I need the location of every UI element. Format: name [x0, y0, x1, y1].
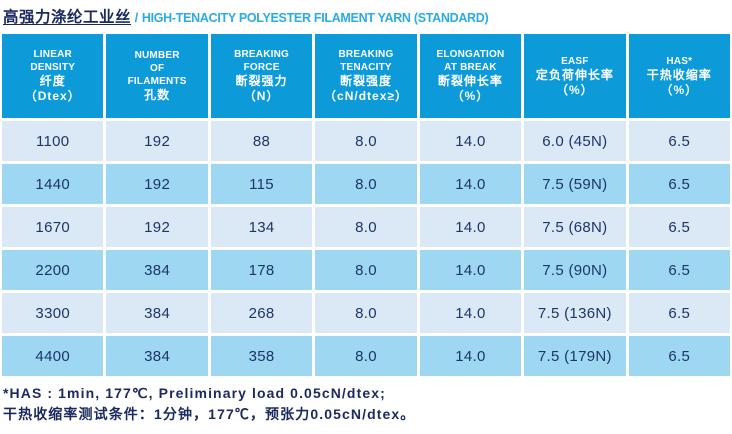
footnotes: *HAS : 1min, 177℃, Preliminary load 0.05… [0, 376, 732, 425]
table-cell: 7.5 (90N) [524, 250, 626, 290]
header-line: （Dtex） [24, 89, 81, 103]
table-header-cell: ELONGATION AT BREAK 断裂伸长率 （%） [419, 34, 522, 118]
header-line: BREAKING [338, 49, 394, 60]
header-line: TENACITY [340, 62, 392, 73]
table-cell: 8.0 [315, 164, 417, 204]
table-cell: 14.0 [419, 164, 522, 204]
footnote-chinese: 干热收缩率测试条件：1分钟，177℃，预张力0.05cN/dtex。 [3, 406, 416, 422]
table-cell: 268 [210, 293, 313, 333]
header-line: （cN/dtex≥） [324, 89, 408, 103]
table-header-cell: BREAKING TENACITY 断裂强度 （cN/dtex≥） [315, 34, 417, 118]
header-line: BREAKING [234, 49, 290, 60]
table-cell: 6.5 [628, 121, 730, 161]
table-cell: 115 [210, 164, 313, 204]
table-cell: 1440 [2, 164, 104, 204]
header-line: LINEAR [33, 49, 72, 60]
table-header-cell: NUMBER OF FILAMENTS 孔数 [106, 34, 208, 118]
table-cell: 8.0 [315, 207, 417, 247]
page-title-chinese: 高强力涤纶工业丝 [3, 9, 132, 26]
table-cell: 384 [106, 293, 208, 333]
header-line: （N） [243, 89, 280, 103]
header-line: FORCE [243, 62, 280, 73]
table-cell: 178 [210, 250, 313, 290]
header-line: 纤度 [39, 74, 66, 88]
header-line: 断裂强度 [339, 74, 392, 88]
table-cell: 384 [106, 250, 208, 290]
table-header-cell: LINEAR DENSITY 纤度 （Dtex） [2, 34, 104, 118]
footnote-english: *HAS : 1min, 177℃, Preliminary load 0.05… [3, 385, 386, 401]
table-cell: 14.0 [419, 250, 522, 290]
header-line: AT BREAK [444, 62, 497, 73]
table-cell: 6.5 [628, 336, 730, 376]
header-line: DENSITY [30, 62, 76, 73]
table-cell: 8.0 [315, 336, 417, 376]
header-line: OF [149, 63, 165, 74]
header-line: 定负荷伸长率 [535, 67, 614, 82]
header-line: （%） [451, 89, 490, 103]
header-line: EASF [561, 55, 589, 67]
table-cell: 192 [106, 164, 208, 204]
table-cell: 8.0 [315, 293, 417, 333]
header-line: FILAMENTS [127, 76, 187, 87]
header-line: （%） [660, 82, 699, 97]
spec-table: LINEAR DENSITY 纤度 （Dtex） NUMBER OF FILAMENTS 孔数… [2, 34, 730, 376]
table-header-cell: HAS* 干热收缩率 （%） [628, 34, 730, 118]
table-cell: 7.5 (68N) [524, 207, 626, 247]
table-header-cell: BREAKING FORCE 断裂强力 （N） [210, 34, 313, 118]
page-title-english: HIGH-TENACITY POLYESTER FILAMENT YARN (S… [141, 11, 489, 25]
table-cell: 14.0 [419, 207, 522, 247]
table-cell: 358 [210, 336, 313, 376]
page-title-separator: / [131, 10, 142, 25]
table-cell: 6.5 [628, 207, 730, 247]
table-cell: 384 [106, 336, 208, 376]
table-cell: 14.0 [419, 121, 522, 161]
header-line: 断裂强力 [235, 74, 288, 88]
table-cell: 1670 [2, 207, 104, 247]
table-cell: 3300 [2, 293, 104, 333]
table-cell: 192 [106, 207, 208, 247]
header-line: （%） [556, 82, 594, 97]
table-cell: 6.5 [628, 250, 730, 290]
header-line: 断裂伸长率 [437, 74, 503, 88]
table-cell: 6.0 (45N) [524, 121, 626, 161]
table-cell: 192 [106, 121, 208, 161]
table-cell: 134 [210, 207, 313, 247]
table-cell: 7.5 (179N) [524, 336, 626, 376]
header-line: 干热收缩率 [646, 67, 712, 82]
table-cell: 14.0 [419, 293, 522, 333]
table-cell: 8.0 [315, 121, 417, 161]
table-cell: 6.5 [628, 164, 730, 204]
table-cell: 14.0 [419, 336, 522, 376]
table-cell: 8.0 [315, 250, 417, 290]
page-title: 高强力涤纶工业丝 / HIGH-TENACITY POLYESTER FILAM… [0, 0, 732, 33]
table-cell: 88 [210, 121, 313, 161]
table-cell: 6.5 [628, 293, 730, 333]
header-line: ELONGATION [436, 49, 505, 60]
header-line: HAS* [666, 55, 693, 67]
table-cell: 1100 [2, 121, 104, 161]
header-line: NUMBER [134, 50, 180, 61]
table-cell: 7.5 (136N) [524, 293, 626, 333]
table-cell: 2200 [2, 250, 104, 290]
header-line: 孔数 [144, 88, 171, 102]
table-cell: 7.5 (59N) [524, 164, 626, 204]
table-cell: 4400 [2, 336, 104, 376]
table-header-cell: EASF 定负荷伸长率 （%） [524, 34, 626, 118]
